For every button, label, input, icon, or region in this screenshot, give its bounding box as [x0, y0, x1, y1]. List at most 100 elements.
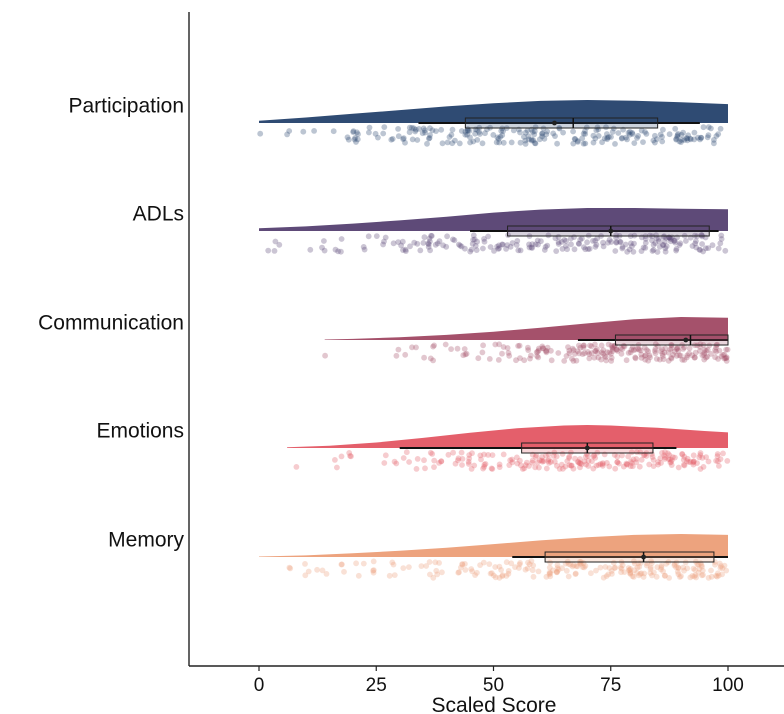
rain-point-memory	[565, 573, 572, 580]
rain-point-adls	[668, 236, 675, 243]
rain-point-emotions	[633, 459, 640, 466]
rain-point-communication	[517, 355, 523, 361]
rain-point-memory	[553, 569, 560, 576]
rain-point-emotions	[655, 459, 661, 465]
rain-point-communication	[684, 352, 691, 359]
rain-point-memory	[695, 569, 702, 576]
rain-point-memory	[582, 563, 589, 569]
rain-point-emotions	[582, 454, 589, 460]
rain-point-adls	[718, 232, 725, 239]
rain-point-participation	[594, 124, 601, 131]
rain-point-adls	[653, 235, 660, 242]
rain-point-adls	[715, 245, 722, 252]
rain-point-participation	[695, 134, 701, 141]
rain-point-memory	[619, 562, 626, 569]
rain-point-adls	[276, 241, 283, 248]
rain-point-participation	[590, 132, 597, 139]
rain-point-memory	[434, 571, 441, 578]
rain-point-participation	[532, 124, 539, 130]
rain-point-adls	[421, 234, 428, 241]
rain-point-adls	[671, 237, 677, 244]
rain-point-memory	[565, 561, 572, 567]
rain-point-participation	[449, 140, 456, 147]
rain-point-memory	[717, 565, 724, 571]
rain-point-adls	[577, 236, 584, 243]
rain-point-participation	[522, 137, 529, 144]
rain-point-emotions	[696, 454, 703, 461]
rain-point-memory	[302, 561, 308, 567]
rain-point-memory	[581, 564, 587, 571]
rain-point-participation	[381, 124, 388, 130]
rain-point-communication	[721, 351, 728, 358]
rain-point-communication	[592, 341, 598, 348]
rain-point-communication	[611, 343, 618, 349]
rain-point-emotions	[600, 460, 606, 466]
rain-point-participation	[355, 131, 361, 138]
rain-point-participation	[627, 128, 633, 135]
rain-point-emotions	[657, 455, 664, 462]
rain-point-communication	[566, 347, 573, 354]
rain-point-memory	[314, 566, 320, 573]
rain-point-memory	[699, 563, 705, 570]
rain-point-communication	[566, 350, 573, 357]
rain-point-communication	[593, 347, 599, 354]
rain-point-adls	[491, 248, 497, 254]
rain-point-emotions	[679, 451, 685, 457]
rain-point-communication	[697, 348, 703, 354]
rain-point-participation	[708, 125, 714, 132]
rain-point-adls	[428, 232, 434, 239]
rain-point-adls	[335, 248, 341, 255]
rain-point-participation	[465, 127, 471, 134]
rain-point-emotions	[705, 458, 712, 465]
rain-point-communication	[570, 358, 577, 364]
rain-point-memory	[641, 570, 648, 577]
rain-point-emotions	[585, 453, 591, 459]
rain-point-participation	[286, 128, 293, 134]
rain-point-communication	[608, 350, 614, 357]
rain-point-participation	[683, 135, 690, 142]
rain-point-adls	[532, 241, 539, 248]
rain-point-participation	[640, 139, 646, 146]
rain-point-adls	[649, 248, 656, 254]
rain-point-participation	[389, 136, 396, 142]
rain-point-participation	[631, 140, 638, 147]
rain-point-adls	[526, 244, 533, 251]
rain-point-memory	[699, 567, 706, 574]
rain-point-communication	[608, 342, 615, 349]
rain-point-emotions	[436, 460, 442, 466]
rain-point-communication	[703, 354, 709, 361]
rain-point-participation	[659, 134, 665, 140]
rain-point-memory	[516, 561, 523, 568]
y-axis: Participation ADLs Communication Emotions Me…	[38, 12, 190, 666]
rain-point-emotions	[509, 456, 515, 463]
rain-point-adls	[586, 245, 593, 252]
rain-point-emotions	[477, 452, 484, 459]
rain-point-communication	[723, 346, 729, 353]
rain-point-participation	[654, 136, 660, 143]
rain-point-participation	[541, 135, 548, 142]
rain-point-adls	[380, 241, 386, 248]
rain-point-communication	[561, 358, 568, 364]
rain-point-communication	[528, 352, 534, 359]
rain-point-memory	[490, 572, 497, 579]
rain-point-emotions	[558, 461, 565, 468]
rain-point-emotions	[699, 454, 706, 461]
rain-point-memory	[370, 567, 376, 574]
rain-point-emotions	[536, 457, 543, 464]
rain-point-participation	[427, 132, 433, 139]
cloud-memory	[259, 534, 728, 557]
rain-point-communication	[699, 352, 706, 359]
rain-point-communication	[620, 342, 627, 349]
rain-point-adls	[481, 236, 487, 242]
rain-point-emotions	[539, 458, 546, 465]
rain-point-communication	[393, 352, 400, 359]
rain-point-adls	[361, 246, 368, 253]
rain-point-memory	[603, 573, 610, 579]
rain-point-communication	[527, 355, 533, 362]
rain-point-memory	[508, 560, 515, 567]
rain-point-adls	[529, 245, 535, 251]
rain-point-participation	[476, 129, 482, 135]
rain-point-participation	[652, 132, 658, 139]
rain-point-emotions	[717, 456, 724, 462]
rain-point-participation	[462, 128, 469, 135]
